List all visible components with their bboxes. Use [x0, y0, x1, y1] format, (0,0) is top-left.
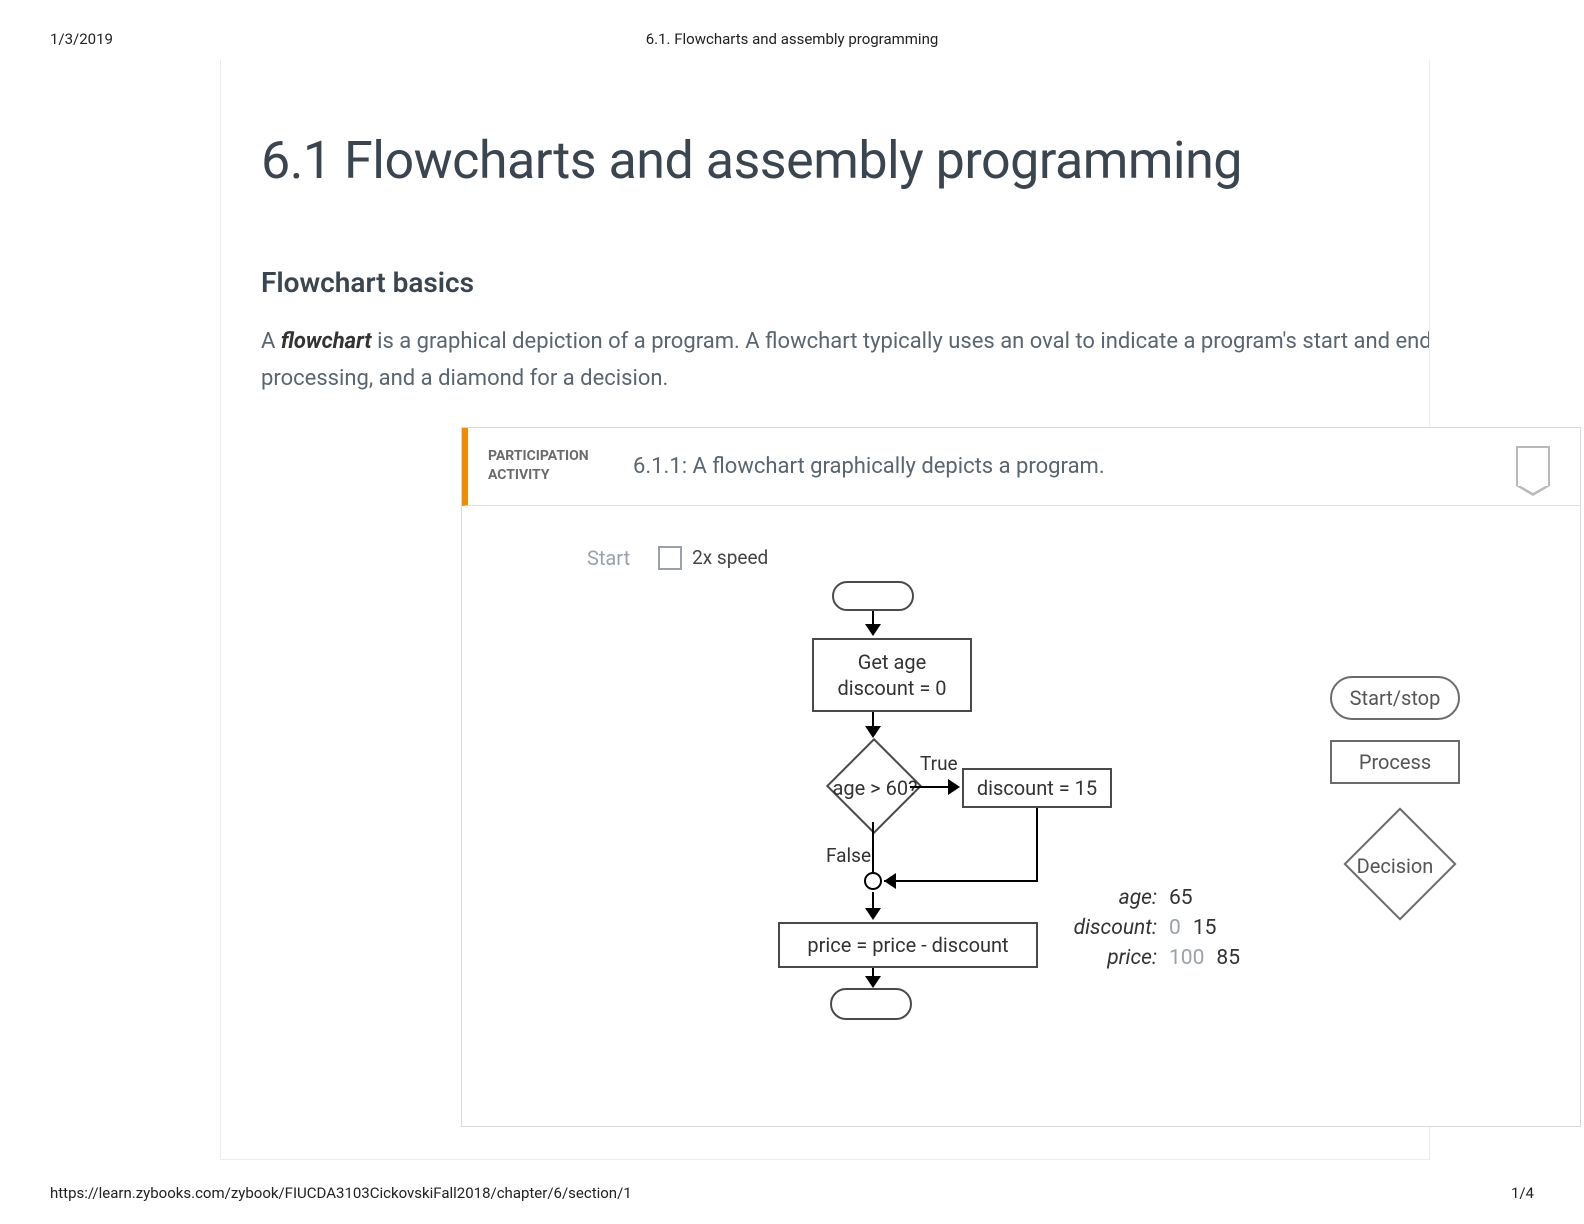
arrowhead-down-icon	[865, 624, 881, 636]
flow-price-calc: price = price - discount	[778, 922, 1038, 968]
bookmark-icon[interactable]	[1516, 446, 1550, 486]
print-footer: https://learn.zybooks.com/zybook/FIUCDA3…	[0, 1184, 1584, 1202]
true-label: True	[920, 752, 958, 775]
var-discount-value: 15	[1193, 916, 1217, 940]
false-label: False	[826, 844, 871, 867]
intro-line2: processing, and a diamond for a decision…	[261, 364, 1429, 395]
legend-start-stop: Start/stop	[1330, 676, 1460, 720]
print-page: 1/4	[1511, 1184, 1534, 1202]
print-url: https://learn.zybooks.com/zybook/FIUCDA3…	[50, 1184, 632, 1202]
page-title: 6.1 Flowcharts and assembly programming	[261, 130, 1429, 191]
variable-readout: age: 65 discount: 0 15 price: 100 85	[1062, 886, 1240, 976]
page-container: 6.1 Flowcharts and assembly programming …	[220, 60, 1430, 1160]
get-age-l1: Get age	[858, 649, 926, 675]
activity-label-l1: PARTICIPATION	[488, 447, 633, 467]
flow-end-oval	[830, 988, 912, 1020]
edge	[910, 786, 950, 788]
print-title: 6.1. Flowcharts and assembly programming	[646, 30, 939, 48]
var-price-old: 100	[1169, 946, 1204, 970]
start-button[interactable]: Start	[587, 546, 630, 570]
flow-merge-node	[864, 872, 882, 890]
get-age-l2: discount = 0	[837, 675, 946, 701]
activity-type-label: PARTICIPATION ACTIVITY	[488, 447, 633, 486]
edge	[872, 611, 874, 625]
flow-start-oval	[832, 581, 914, 611]
animation-controls: Start 2x speed	[587, 546, 768, 570]
var-price-label: price:	[1062, 946, 1157, 970]
print-date: 1/3/2019	[50, 30, 113, 48]
arrowhead-down-icon	[865, 908, 881, 920]
intro-post: is a graphical depiction of a program. A…	[372, 329, 1429, 354]
activity-header: PARTICIPATION ACTIVITY 6.1.1: A flowchar…	[462, 428, 1580, 506]
arrowhead-down-icon	[865, 726, 881, 738]
activity-label-l2: ACTIVITY	[488, 466, 633, 486]
var-age-label: age:	[1062, 886, 1157, 910]
intro-paragraph: A flowchart is a graphical depiction of …	[261, 327, 1429, 358]
edge	[872, 822, 874, 872]
speed-checkbox[interactable]	[658, 546, 682, 570]
arrowhead-down-icon	[865, 976, 881, 988]
edge	[1036, 808, 1038, 880]
decision-text: age > 60?	[817, 776, 933, 800]
var-age-value: 65	[1169, 886, 1193, 910]
flowchart: Get age discount = 0 age > 60? True Fals…	[662, 576, 1142, 1116]
print-header: 1/3/2019 6.1. Flowcharts and assembly pr…	[0, 30, 1584, 48]
arrowhead-right-icon	[948, 779, 960, 795]
legend-process: Process	[1330, 740, 1460, 784]
intro-term: flowchart	[281, 329, 372, 354]
var-discount-old: 0	[1169, 916, 1181, 940]
var-price-value: 85	[1216, 946, 1240, 970]
flow-discount-15: discount = 15	[962, 768, 1112, 808]
arrowhead-left-icon	[884, 873, 896, 889]
edge	[884, 880, 1038, 882]
activity-body: Start 2x speed Get age discount = 0	[462, 506, 1580, 1126]
flow-get-age: Get age discount = 0	[812, 638, 972, 712]
legend-decision: Decision	[1330, 804, 1460, 924]
intro-pre: A	[261, 329, 281, 354]
legend-decision-text: Decision	[1330, 854, 1460, 878]
speed-label: 2x speed	[692, 546, 768, 569]
activity-title: 6.1.1: A flowchart graphically depicts a…	[633, 454, 1516, 479]
var-discount-label: discount:	[1062, 916, 1157, 940]
subsection-heading: Flowchart basics	[261, 266, 1429, 299]
participation-activity: PARTICIPATION ACTIVITY 6.1.1: A flowchar…	[461, 427, 1581, 1127]
flow-legend: Start/stop Process Decision	[1330, 676, 1470, 924]
